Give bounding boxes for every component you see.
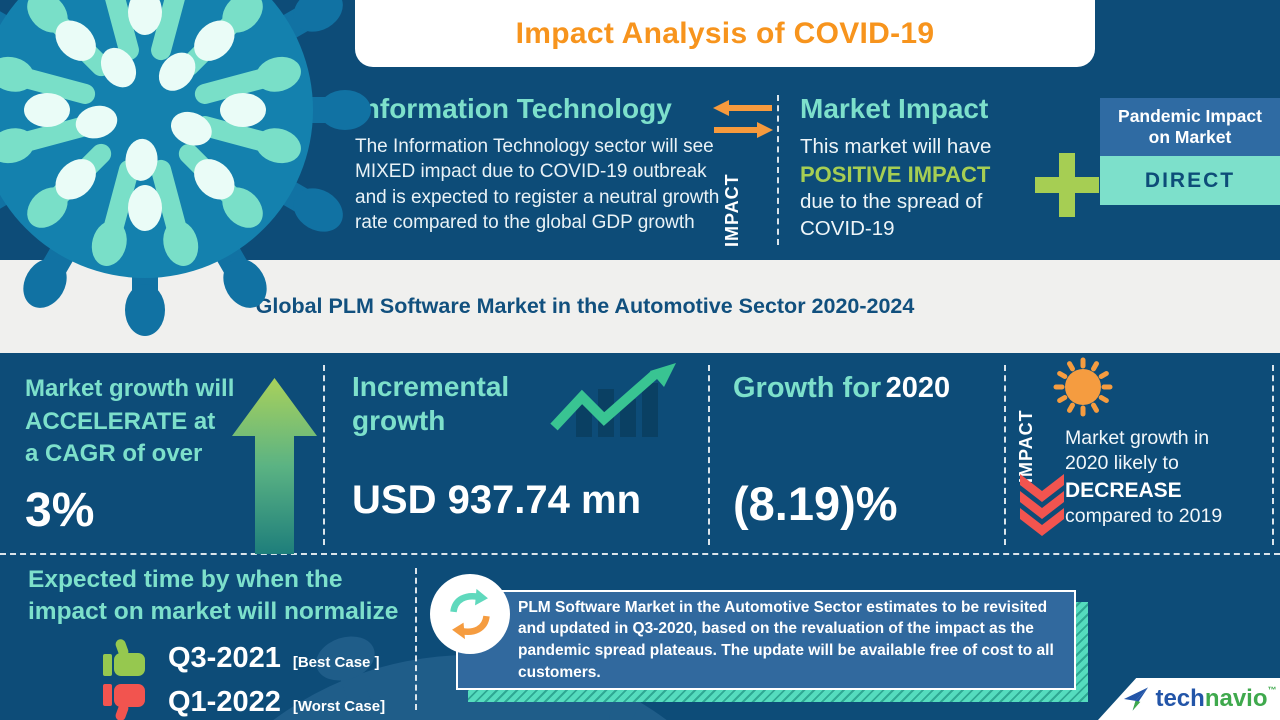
pandemic-impact-label: Pandemic Impact on Market (1118, 106, 1262, 147)
update-note-box: PLM Software Market in the Automotive Se… (456, 590, 1076, 690)
plus-icon (1035, 153, 1099, 217)
growth-2020-year: 2020 (885, 372, 951, 404)
market-impact-line: This market will have (800, 135, 992, 158)
it-heading: Information Technology (355, 93, 672, 124)
update-note-text: PLM Software Market in the Automotive Se… (518, 598, 1054, 681)
it-body-text: The Information Technology sector will s… (355, 136, 720, 233)
title-band: Global PLM Software Market in the Automo… (0, 260, 1280, 353)
normalize-heading-line: Expected time by when the (28, 566, 343, 593)
cagr-value: 3% (25, 483, 95, 537)
cagr-stat: Market growth will ACCELERATE at a CAGR … (25, 373, 234, 538)
refresh-icon (450, 588, 490, 640)
divider-dashed (1004, 365, 1006, 545)
impact-2020-text: Market growth in 2020 likely to DECREASE… (1065, 426, 1222, 529)
divider-dashed (323, 365, 325, 545)
worst-case-label: [Worst Case] (292, 697, 386, 715)
trend-arrow-icon (550, 363, 676, 437)
thumbs-down-icon (103, 684, 145, 720)
decrease-text: DECREASE (1065, 478, 1182, 502)
coronavirus-illustration (0, 0, 445, 410)
growth-2020-stat: Growth for 2020 (8.19)% (733, 372, 951, 530)
normalize-heading: Expected time by when the impact on mark… (28, 564, 398, 628)
brand-strip: technavio™ (1098, 678, 1280, 720)
refresh-badge (430, 574, 510, 654)
transfer-arrows-icon (713, 100, 773, 138)
market-impact-section: Market Impact This market will have POSI… (800, 93, 1050, 243)
pandemic-impact-label-box: Pandemic Impact on Market (1100, 98, 1280, 156)
worst-case-row: Q1-2022 [Worst Case] (100, 682, 385, 720)
best-case-row: Q3-2021 [Best Case ] (100, 638, 385, 678)
impact-2020-line: Market growth in (1065, 427, 1210, 449)
impact-2020-line: compared to 2019 (1065, 504, 1223, 527)
growth-2020-value: (8.19)% (733, 477, 898, 530)
thumbs-up-icon (103, 639, 145, 676)
positive-impact-text: POSITIVE IMPACT (800, 161, 991, 187)
worst-case-value: Q1-2022 (168, 685, 281, 718)
divider-dashed (708, 365, 710, 545)
virus-icon (1052, 356, 1114, 418)
brand-name-navio: navio (1204, 685, 1268, 712)
brand-trademark: ™ (1267, 685, 1277, 695)
banner-title: Impact Analysis of COVID-19 (515, 16, 935, 50)
incremental-growth-heading: Incremental growth (352, 371, 510, 436)
up-arrow-icon (232, 378, 317, 554)
top-banner: Impact Analysis of COVID-19 (355, 0, 1095, 67)
best-case-label: [Best Case ] (292, 653, 380, 671)
chevrons-down-icon (1020, 474, 1064, 536)
divider-dashed (777, 95, 779, 245)
incremental-growth-stat: Incremental growth USD 937.74 mn (352, 370, 641, 522)
it-impact-section: Information Technology The Information T… (355, 93, 740, 235)
divider-dashed-horizontal (0, 553, 1280, 555)
brand-name-tech: tech (1155, 685, 1205, 712)
market-impact-line: due to the spread of (800, 190, 983, 214)
divider-dashed (1272, 365, 1274, 545)
market-impact-line: COVID-19 (800, 216, 895, 240)
pandemic-impact-value-box: DIRECT (1100, 156, 1280, 205)
brand-name: technavio™ (1155, 685, 1276, 713)
growth-2020-label: Growth for (733, 372, 882, 404)
normalize-heading-line: impact on market will normalize (28, 597, 399, 625)
technavio-logo-icon (1124, 687, 1149, 711)
impact-vertical-label: IMPACT (1016, 409, 1036, 483)
best-case-value: Q3-2021 (168, 641, 281, 674)
cagr-line: a CAGR of over (25, 440, 203, 468)
incremental-growth-value: USD 937.74 mn (352, 478, 642, 522)
cagr-line: ACCELERATE at (25, 407, 216, 435)
pandemic-impact-value: DIRECT (1144, 168, 1236, 192)
market-title: Global PLM Software Market in the Automo… (255, 294, 915, 318)
cagr-line: Market growth will (25, 375, 235, 402)
case-rows: Q3-2021 [Best Case ] Q1-2022 [Worst Case… (100, 638, 385, 720)
market-impact-heading: Market Impact (800, 93, 989, 124)
impact-2020-line: 2020 likely to (1065, 452, 1179, 475)
impact-vertical-label: IMPACT (722, 173, 742, 247)
divider-dashed (415, 568, 417, 710)
